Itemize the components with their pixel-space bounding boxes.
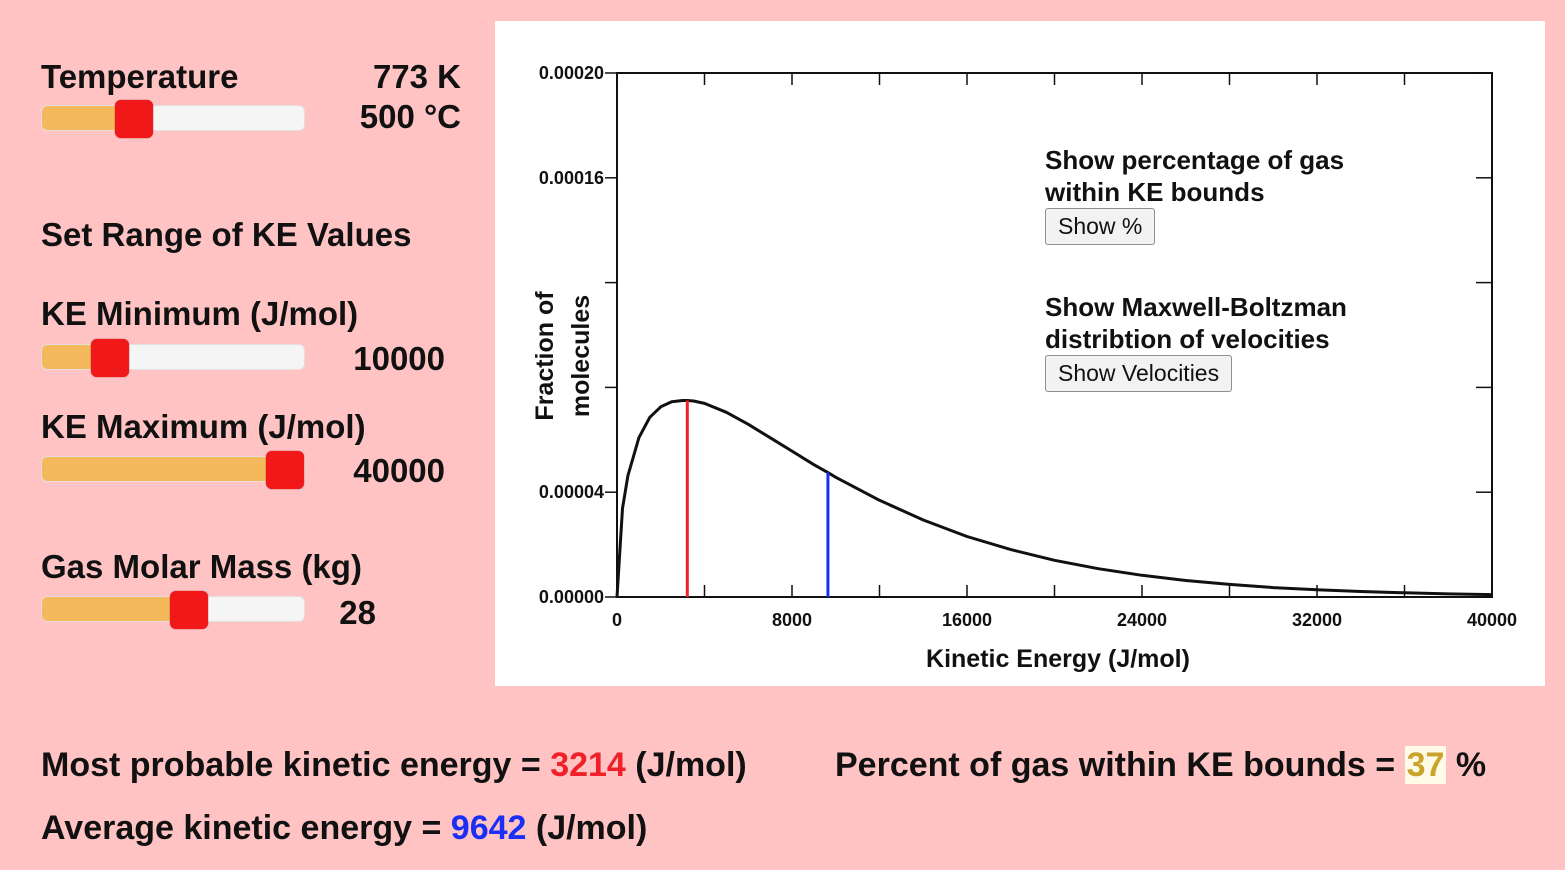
- percent-note-line2: within KE bounds: [1045, 177, 1265, 207]
- molar-mass-slider-fill: [42, 597, 189, 621]
- y-tick-label: 0.00020: [539, 63, 604, 83]
- temperature-celsius: 500 °C: [359, 98, 461, 135]
- ke-distribution-chart: 0 8000 16000 24000 32000 40000 0.00000 0.00004 0…: [531, 63, 1517, 673]
- molar-mass-slider-thumb[interactable]: [169, 591, 208, 629]
- x-tick-label: 32000: [1292, 610, 1342, 630]
- velocity-note-line1: Show Maxwell-Boltzman: [1045, 292, 1347, 322]
- y-axis-label-line1: Fraction of: [531, 291, 559, 421]
- y-tick-label: 0.00000: [539, 587, 604, 607]
- x-tick-label: 24000: [1117, 610, 1167, 630]
- y-axis-label: Fraction of molecules: [531, 291, 595, 421]
- ke-max-label: KE Maximum (J/mol): [41, 408, 366, 445]
- average-value: 9642: [450, 809, 527, 847]
- range-heading: Set Range of KE Values: [41, 216, 412, 253]
- y-tick-label: 0.00004: [539, 482, 604, 502]
- most-probable-prefix: Most probable kinetic energy =: [41, 746, 551, 784]
- ke-distribution-curve: [615, 399, 1493, 598]
- show-velocities-button[interactable]: Show Velocities: [1045, 355, 1233, 392]
- x-axis-label: Kinetic Energy (J/mol): [926, 645, 1190, 673]
- most-probable-ke-line: Most probable kinetic energy = 3214 (J/m…: [41, 746, 747, 785]
- ke-max-slider-thumb[interactable]: [266, 451, 304, 489]
- show-percent-button[interactable]: Show %: [1045, 208, 1156, 245]
- average-ke-line: Average kinetic energy = 9642 (J/mol): [41, 809, 647, 848]
- average-unit: (J/mol): [526, 809, 648, 847]
- percent-value: 37: [1404, 746, 1447, 784]
- y-axis-label-line2: molecules: [567, 295, 595, 417]
- x-tick-label: 0: [612, 610, 622, 630]
- x-tick-label: 40000: [1467, 610, 1517, 630]
- molar-mass-label: Gas Molar Mass (kg): [41, 548, 362, 585]
- average-prefix: Average kinetic energy =: [41, 809, 451, 847]
- percent-note-line1: Show percentage of gas: [1045, 145, 1345, 175]
- x-tick-label: 16000: [942, 610, 992, 630]
- molar-mass-slider[interactable]: [41, 591, 305, 629]
- molar-mass-value: 28: [339, 594, 376, 631]
- ke-max-value: 40000: [353, 452, 445, 489]
- temperature-label: Temperature: [41, 58, 239, 95]
- temperature-slider-thumb[interactable]: [114, 100, 153, 138]
- velocity-note-line2: distribtion of velocities: [1045, 324, 1330, 354]
- ke-max-slider[interactable]: [41, 451, 305, 489]
- ke-min-slider[interactable]: [41, 339, 305, 377]
- y-tick-label: 0.00016: [539, 168, 604, 188]
- ke-min-value: 10000: [353, 340, 445, 377]
- temperature-kelvin: 773 K: [372, 58, 461, 95]
- ke-min-label: KE Minimum (J/mol): [41, 295, 359, 332]
- most-probable-unit: (J/mol): [625, 746, 747, 784]
- x-tick-label: 8000: [772, 610, 812, 630]
- ke-max-slider-fill: [42, 457, 304, 481]
- most-probable-value: 3214: [550, 746, 626, 784]
- percent-prefix: Percent of gas within KE bounds =: [835, 746, 1405, 784]
- plot-panel: 0 8000 16000 24000 32000 40000 0.00000 0.00004 0…: [495, 21, 1545, 686]
- ke-min-slider-thumb[interactable]: [91, 339, 130, 377]
- percent-within-bounds-line: Percent of gas within KE bounds = 37 %: [835, 746, 1486, 785]
- percent-note: Show percentage of gas within KE bounds: [1045, 144, 1344, 208]
- temperature-slider[interactable]: [41, 100, 305, 138]
- percent-unit: %: [1446, 746, 1487, 784]
- velocity-note: Show Maxwell-Boltzman distribtion of vel…: [1045, 291, 1347, 355]
